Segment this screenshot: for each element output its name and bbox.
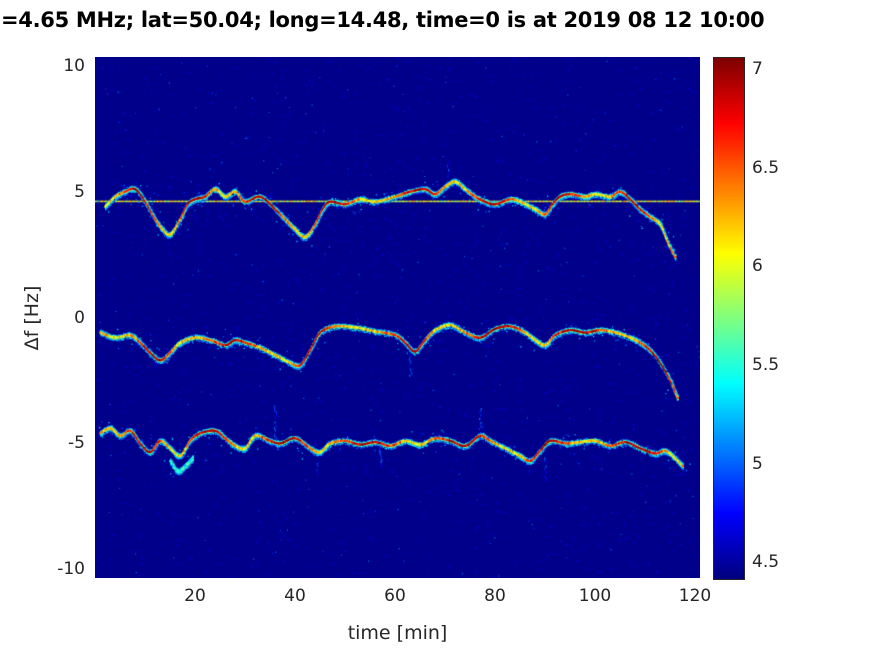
plot-title: =4.65 MHz; lat=50.04; long=14.48, time=0… [1, 8, 765, 32]
x-tick-label: 60 [384, 586, 406, 606]
colorbar-tick-label: 6 [752, 256, 763, 277]
x-axis-label: time [min] [347, 622, 448, 644]
colorbar-tick-label: 4.5 [752, 552, 780, 573]
x-tick-label: 20 [184, 586, 206, 606]
y-tick-label: -5 [68, 433, 85, 454]
colorbar [713, 57, 745, 580]
x-tick-label: 40 [284, 586, 306, 606]
colorbar-tick-label: 6.5 [752, 157, 780, 178]
x-tick-label: 120 [678, 586, 712, 606]
x-tick-label: 80 [484, 586, 506, 606]
y-tick-label: 5 [74, 181, 85, 202]
colorbar-tick-label: 5.5 [752, 354, 780, 375]
y-tick-label: 0 [74, 307, 85, 328]
colorbar-tick-label: 7 [752, 58, 763, 79]
spectrogram-heatmap [95, 57, 700, 578]
x-tick-label: 100 [578, 586, 612, 606]
colorbar-tick-label: 5 [752, 453, 763, 474]
y-tick-label: 10 [63, 55, 85, 76]
y-tick-label: -10 [57, 559, 85, 580]
